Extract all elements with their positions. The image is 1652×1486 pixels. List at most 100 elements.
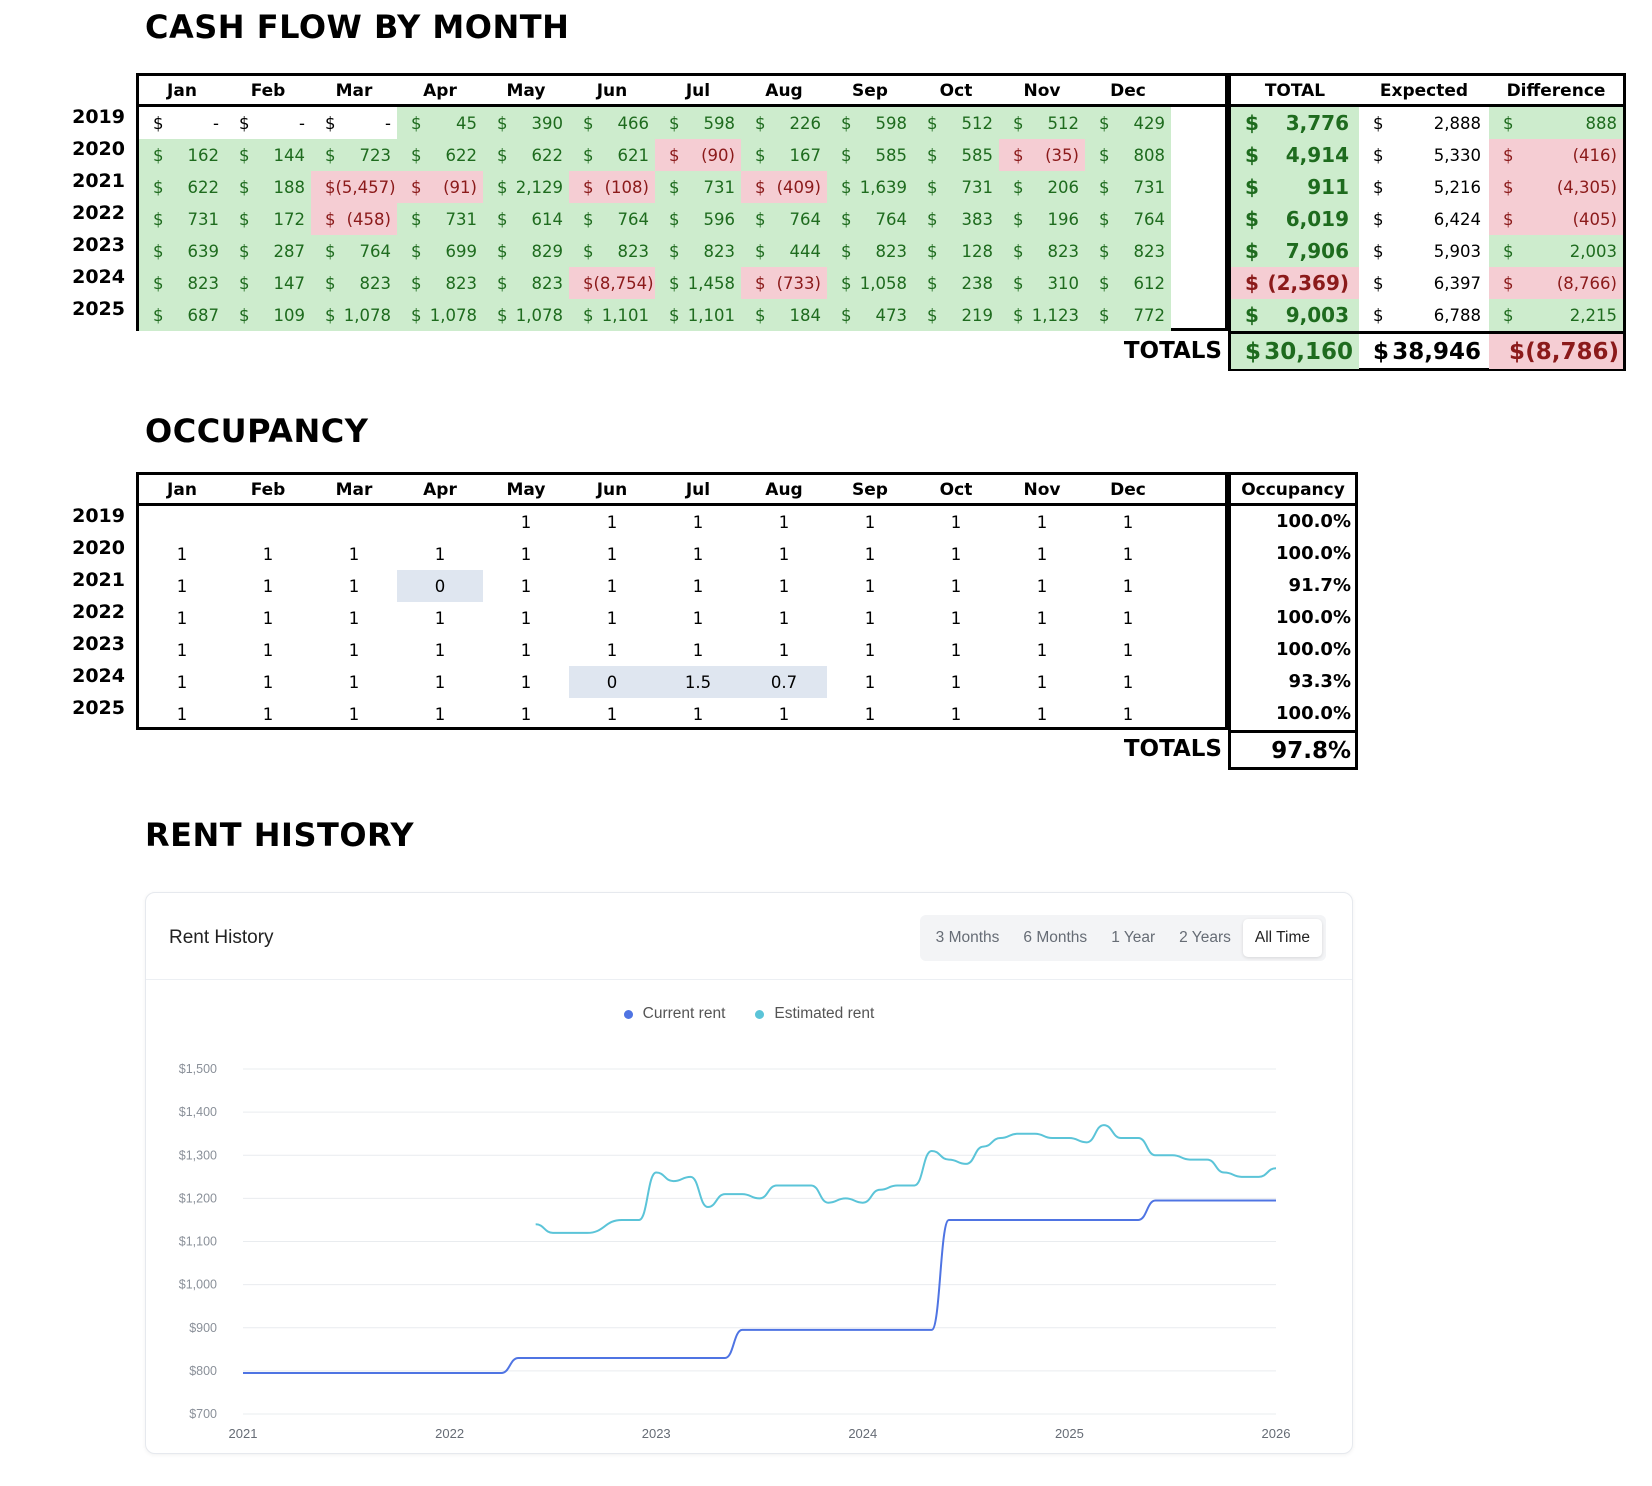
cell-value: 2,888 bbox=[1433, 113, 1481, 133]
occupancy-percent: 100.0% bbox=[1276, 543, 1351, 564]
occupancy-cell: 1 bbox=[864, 544, 876, 564]
cell-value: (91) bbox=[443, 177, 477, 197]
legend-current-rent[interactable]: Current rent bbox=[623, 1005, 725, 1023]
month-header: Nov bbox=[1023, 480, 1061, 500]
occupancy-cell: 1 bbox=[1122, 672, 1134, 692]
year-label: 2024 bbox=[72, 665, 125, 687]
currency-sign: $ bbox=[1373, 209, 1384, 229]
table-row: $731 $172 $ (458) $731 $614 $764 $596 $764 $764 $3… bbox=[139, 203, 1225, 235]
currency-sign: $ bbox=[841, 177, 852, 197]
occupancy-cell: 1 bbox=[1036, 704, 1048, 724]
occupancy-cell: 1 bbox=[348, 608, 360, 628]
year-label: 2023 bbox=[72, 633, 125, 655]
currency-sign: $ bbox=[1245, 239, 1259, 263]
cashflow-cell: $444 bbox=[741, 235, 827, 267]
currency-sign: $ bbox=[497, 209, 508, 229]
currency-sign: $ bbox=[1099, 305, 1110, 325]
cell-value: 808 bbox=[1133, 145, 1166, 165]
cell-value: 196 bbox=[1047, 209, 1080, 229]
cell-value: 1,101 bbox=[601, 305, 649, 325]
cashflow-cell: $1,123 bbox=[999, 299, 1085, 331]
range-tab-2-years[interactable]: 2 Years bbox=[1179, 929, 1231, 946]
cashflow-cell: $ (458) bbox=[311, 203, 397, 235]
cell-value: 45 bbox=[456, 113, 477, 133]
cashflow-cell: $1,458 bbox=[655, 267, 741, 299]
month-header: Dec bbox=[1110, 480, 1146, 500]
month-header: Apr bbox=[423, 81, 457, 101]
difference-cell: $2,003 bbox=[1489, 235, 1623, 267]
currency-sign: $ bbox=[239, 273, 250, 293]
range-tab-3-months[interactable]: 3 Months bbox=[935, 929, 1000, 946]
cell-value: 3,776 bbox=[1285, 111, 1349, 135]
occupancy-cell: 1 bbox=[520, 704, 532, 724]
cashflow-cell: $731 bbox=[1085, 171, 1171, 203]
legend-estimated-rent[interactable]: Estimated rent bbox=[755, 1005, 874, 1023]
currency-sign: $ bbox=[1245, 143, 1259, 167]
current-rent-line bbox=[243, 1199, 1276, 1375]
cell-value: (4,305) bbox=[1556, 177, 1617, 197]
cell-value: 764 bbox=[1133, 209, 1166, 229]
cashflow-cell: $45 bbox=[397, 107, 483, 139]
occupancy-total-row: 97.8% bbox=[1231, 730, 1355, 768]
cashflow-cell: $162 bbox=[139, 139, 225, 171]
occupancy-cell: 1 bbox=[262, 704, 274, 724]
currency-sign: $ bbox=[1245, 175, 1259, 199]
cell-value: 823 bbox=[1047, 241, 1080, 261]
currency-sign: $ bbox=[239, 145, 250, 165]
cell-value: 128 bbox=[961, 241, 994, 261]
currency-sign: $ bbox=[755, 145, 766, 165]
summary-row: $6,019 $6,424 $ (405) bbox=[1231, 203, 1623, 235]
occupancy-cell: 1 bbox=[606, 576, 618, 596]
cell-value: 167 bbox=[789, 145, 822, 165]
occupancy-percent: 100.0% bbox=[1276, 639, 1351, 660]
cell-value: 731 bbox=[961, 177, 994, 197]
range-tab-6-months[interactable]: 6 Months bbox=[1023, 929, 1088, 946]
month-header: Jun bbox=[596, 81, 628, 101]
cell-value: 184 bbox=[789, 305, 822, 325]
cell-value: 147 bbox=[273, 273, 306, 293]
occupancy-cell: 1 bbox=[262, 576, 274, 596]
cashflow-cell: $612 bbox=[1085, 267, 1171, 299]
month-header: Oct bbox=[939, 480, 973, 500]
currency-sign: $ bbox=[153, 113, 164, 133]
cell-value: 1,458 bbox=[687, 273, 735, 293]
occupancy-percent: 100.0% bbox=[1276, 607, 1351, 628]
grand-total: $30,160 bbox=[1231, 334, 1359, 369]
occupancy-cell: 1 bbox=[950, 640, 962, 660]
occupancy-cell: 1 bbox=[520, 640, 532, 660]
occupancy-cell: 1 bbox=[864, 576, 876, 596]
total-cell: $3,776 bbox=[1231, 107, 1359, 139]
y-tick-label: $1,300 bbox=[179, 1148, 217, 1162]
cashflow-cell: $598 bbox=[827, 107, 913, 139]
cell-value: 444 bbox=[789, 241, 822, 261]
cashflow-cell: $823 bbox=[139, 267, 225, 299]
cashflow-cell: $1,101 bbox=[569, 299, 655, 331]
expected-cell: $6,397 bbox=[1359, 267, 1489, 299]
cell-value: 723 bbox=[359, 145, 392, 165]
occupancy-cell: 1 bbox=[1036, 512, 1048, 532]
range-tab-all-time[interactable]: All Time bbox=[1242, 919, 1322, 957]
expected-cell: $6,424 bbox=[1359, 203, 1489, 235]
currency-sign: $ bbox=[927, 209, 938, 229]
cell-value: 764 bbox=[359, 241, 392, 261]
cashflow-cell: $764 bbox=[311, 235, 397, 267]
cell-value: 614 bbox=[531, 209, 564, 229]
occupancy-cell: 1 bbox=[1036, 672, 1048, 692]
range-tab-1-year[interactable]: 1 Year bbox=[1111, 929, 1156, 946]
occupancy-cell: 1.5 bbox=[655, 666, 741, 698]
table-row: $639 $287 $764 $699 $829 $823 $823 $444 $823 $128… bbox=[139, 235, 1225, 267]
currency-sign: $ bbox=[153, 145, 164, 165]
occupancy-cell: 1 bbox=[1122, 544, 1134, 564]
cashflow-cell: $ (8,754) bbox=[569, 267, 655, 299]
month-header: Feb bbox=[250, 480, 286, 500]
currency-sign: $ bbox=[411, 145, 422, 165]
month-header: Jun bbox=[596, 480, 628, 500]
occupancy-cell: 1 bbox=[692, 608, 704, 628]
occupancy-cell: 1 bbox=[434, 608, 446, 628]
occupancy-cell: 1 bbox=[1122, 640, 1134, 660]
occupancy-cell: 1 bbox=[262, 672, 274, 692]
occupancy-cell: 1 bbox=[520, 512, 532, 532]
rent-history-section-title: RENT HISTORY bbox=[145, 816, 415, 854]
cell-value: (108) bbox=[604, 177, 649, 197]
currency-sign: $ bbox=[325, 273, 336, 293]
